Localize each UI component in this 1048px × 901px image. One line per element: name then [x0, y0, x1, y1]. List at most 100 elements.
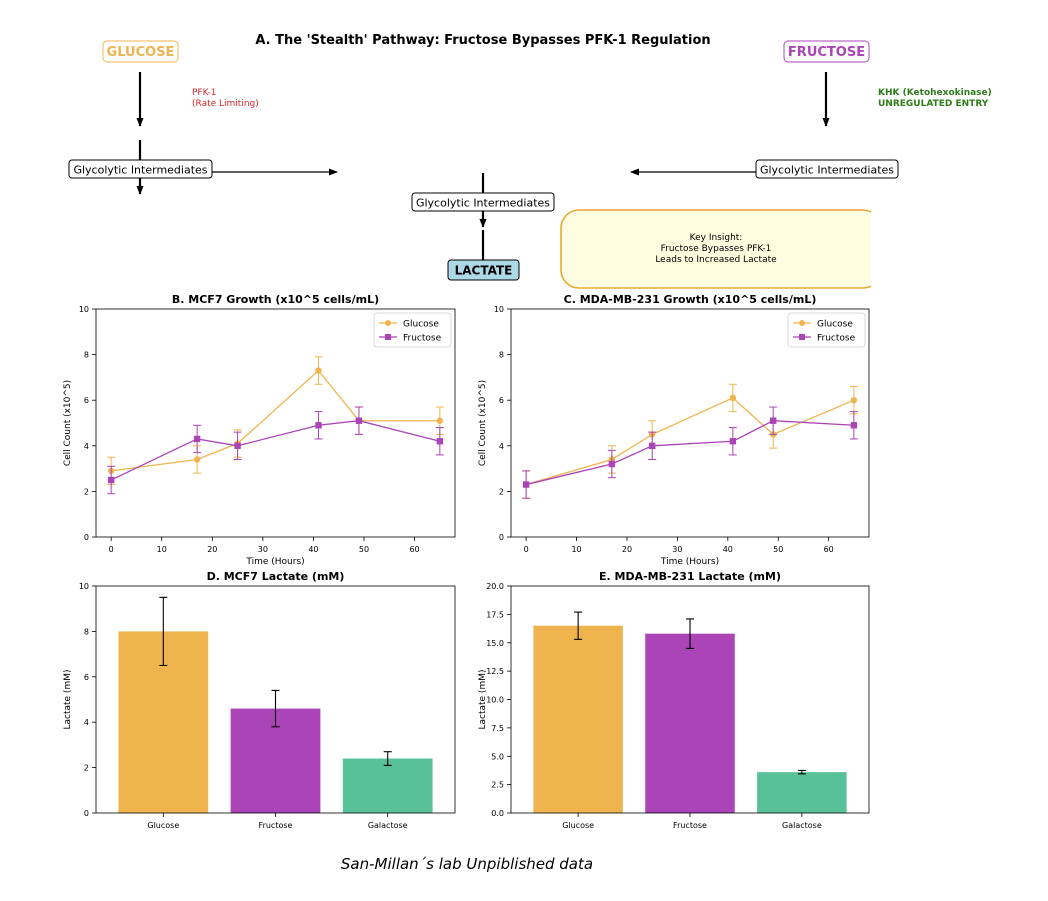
plot-frame [95, 585, 456, 814]
plot-frame [95, 308, 456, 538]
footer-note: San-Millan´s lab Unpiblished data [340, 855, 594, 873]
y-tick-label: 4 [84, 718, 89, 727]
legend-marker-fructose [385, 334, 391, 340]
diagram-title: A. The 'Stealth' Pathway: Fructose Bypas… [255, 33, 710, 48]
data-point-fructose [315, 422, 322, 429]
y-tick-label: 15.0 [486, 639, 504, 648]
data-point-glucose [850, 397, 858, 404]
y-tick-label: 5.0 [491, 752, 504, 761]
y-tick-label: 2.5 [491, 781, 504, 790]
data-point-fructose [850, 422, 858, 429]
y-tick-label: 17.5 [486, 610, 504, 619]
data-point-fructose [608, 460, 616, 468]
plot-frame [510, 308, 870, 538]
data-point-fructose [648, 442, 656, 449]
data-point-fructose [522, 481, 530, 488]
legend-box [373, 312, 452, 348]
data-point-glucose [436, 417, 444, 424]
y-tick-label: 2 [499, 487, 504, 496]
data-point-fructose [107, 476, 115, 484]
legend-label-glucose: Glucose [403, 320, 439, 330]
intermediates-right-label: Glycolytic Intermediates [760, 164, 894, 177]
series-line-glucose [111, 369, 440, 472]
y-tick-label: 6 [84, 396, 89, 405]
y-tick-label: 2 [84, 487, 89, 496]
chart-title: D. MCF7 Lactate (mM) [207, 570, 345, 583]
mcf7-growth-chart: B. MCF7 Growth (x10^5 cells/mL) Cell Coun… [63, 293, 456, 567]
legend-label-fructose: Fructose [403, 334, 442, 344]
x-tick-label: Galactose [782, 821, 822, 830]
y-tick-label: 10 [494, 305, 504, 314]
y-tick-label: 0.0 [491, 809, 504, 818]
y-tick-label: 7.5 [491, 724, 504, 733]
y-tick-label: 0 [499, 533, 504, 542]
khk-annotation-line2: UNREGULATED ENTRY [878, 99, 989, 109]
bar-galactose [342, 758, 433, 813]
key-insight-line1: Key Insight: [690, 233, 743, 243]
x-tick-label: Fructose [259, 821, 293, 830]
fructose-label: FRUCTOSE [788, 45, 865, 60]
lactate-box [447, 259, 520, 281]
intermediates-center-box [411, 192, 555, 212]
intermediates-right-box [755, 159, 899, 179]
intermediates-center-label: Glycolytic Intermediates [416, 197, 550, 210]
x-tick-label: 60 [409, 545, 419, 554]
x-tick-label: 10 [571, 545, 581, 554]
x-tick-label: 60 [824, 545, 834, 554]
y-tick-label: 6 [499, 396, 504, 405]
glucose-label: GLUCOSE [107, 45, 175, 60]
chart-title: C. MDA-MB-231 Growth (x10^5 cells/mL) [564, 293, 817, 306]
plot-frame [510, 585, 870, 814]
y-tick-label: 20.0 [486, 582, 504, 591]
bar-glucose [533, 625, 623, 813]
intermediates-left-box [68, 159, 213, 179]
y-axis-label: Cell Count (x10^5) [63, 380, 73, 466]
data-point-glucose [729, 394, 737, 402]
x-tick-label: 50 [773, 545, 783, 554]
y-tick-label: 6 [84, 673, 89, 682]
x-tick-label: 20 [622, 545, 632, 554]
x-tick-label: 40 [723, 545, 733, 554]
x-tick-label: 10 [157, 545, 167, 554]
x-tick-label: 30 [258, 545, 268, 554]
chart-title: E. MDA-MB-231 Lactate (mM) [599, 570, 781, 583]
y-axis-label: Cell Count (x10^5) [478, 380, 488, 466]
series-line-glucose [525, 397, 855, 486]
legend-label-fructose: Fructose [817, 334, 856, 344]
y-tick-label: 0 [84, 809, 89, 818]
series-line-fructose [110, 420, 440, 481]
data-point-fructose [193, 435, 201, 443]
x-tick-label: 50 [359, 545, 369, 554]
legend-marker-glucose [385, 320, 391, 326]
y-axis-label: Lactate (mM) [478, 669, 488, 729]
data-point-fructose [769, 417, 777, 424]
legend-marker-glucose [799, 320, 805, 326]
x-tick-label: Galactose [368, 821, 408, 830]
mdamb231-growth-chart: C. MDA-MB-231 Growth (x10^5 cells/mL) Cel… [478, 293, 870, 567]
lactate-label: LACTATE [455, 264, 513, 278]
y-tick-label: 4 [84, 442, 89, 451]
data-point-fructose [234, 442, 241, 449]
y-tick-label: 4 [499, 442, 504, 451]
legend-label-glucose: Glucose [817, 320, 853, 330]
pfk-annotation-line1: PFK-1 [192, 88, 217, 98]
fructose-box [783, 40, 870, 63]
x-tick-label: Glucose [562, 821, 594, 830]
y-tick-label: 12.5 [486, 667, 504, 676]
data-point-fructose [355, 417, 363, 424]
x-tick-label: 0 [524, 545, 529, 554]
y-axis-label: Lactate (mM) [63, 669, 73, 729]
data-point-glucose [315, 367, 322, 374]
key-insight-line3: Leads to Increased Lactate [655, 255, 777, 265]
glucose-box [102, 40, 179, 63]
legend-marker-fructose [799, 334, 805, 340]
x-axis-label: Time (Hours) [245, 557, 304, 567]
y-tick-label: 8 [84, 627, 89, 636]
y-tick-label: 10.0 [486, 696, 504, 705]
pathway-diagram: A. The 'Stealth' Pathway: Fructose Bypas… [68, 33, 992, 291]
y-tick-label: 10 [79, 582, 89, 591]
y-tick-label: 10 [79, 305, 89, 314]
legend-box [787, 312, 866, 348]
x-tick-label: 20 [207, 545, 217, 554]
